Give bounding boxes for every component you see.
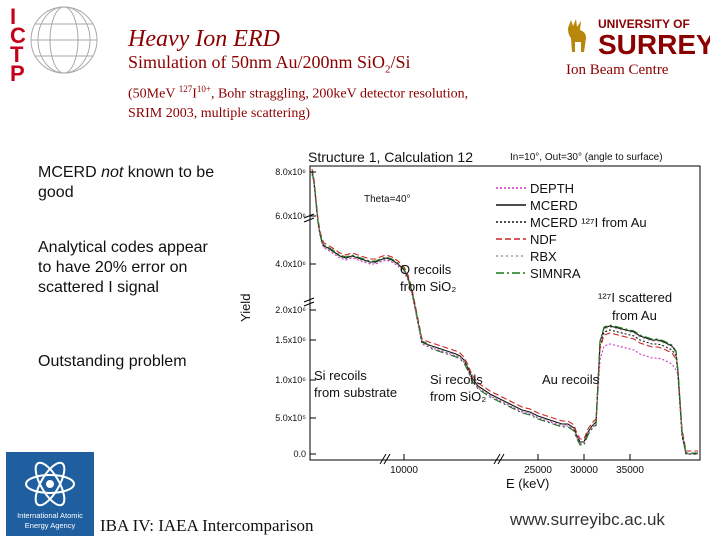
ictp-letter-p: P: [10, 61, 25, 86]
ion-beam-centre: Ion Beam Centre: [566, 62, 669, 78]
label-si-substrate: Si recoils: [314, 368, 367, 383]
y-tick-label: 5.0x10⁵: [275, 413, 306, 423]
slide-subtitle: Simulation of 50nm Au/200nm SiO2/Si: [128, 52, 411, 76]
legend-entry: DEPTH: [530, 181, 574, 196]
spectrum-curves: [311, 168, 698, 455]
surrey-logo: UNIVERSITY OF SURREY: [568, 17, 710, 60]
theta-note: Theta=40°: [364, 194, 411, 205]
plot-frame: [309, 165, 701, 461]
x-tick-label: 10000: [390, 465, 418, 476]
atom-icon: [25, 461, 75, 507]
y-tick-label: 8.0x10⁶: [275, 167, 306, 177]
label-i-scattered-2: from Au: [612, 308, 657, 323]
bullet-1-post: known to be good: [38, 164, 215, 201]
footer-intercomparison: IBA IV: IAEA Intercomparison: [100, 516, 314, 535]
y-tick-label: 6.0x10⁶: [275, 211, 306, 221]
ictp-logo: I C T P: [10, 4, 98, 86]
angle-note: In=10°, Out=30° (angle to surface): [510, 152, 663, 163]
subtitle-main: Simulation of 50nm Au/200nm Si: [128, 52, 373, 72]
series-line-5: [311, 170, 698, 454]
y-tick-label: 1.5x10⁶: [275, 335, 306, 345]
label-o-recoils-2: from SiO₂: [400, 279, 456, 294]
label-o-recoils: O recoils: [400, 262, 452, 277]
label-si-sio2-2: from SiO₂: [430, 389, 486, 404]
region-labels: O recoils from SiO₂ ¹²⁷I scattered from …: [314, 262, 672, 404]
axis-breaks: [303, 213, 505, 465]
y-axis: 0.0 5.0x10⁵ 1.0x10⁶ 1.5x10⁶ 2.0x10⁶ 4.0x10⁶ 6.…: [275, 167, 316, 459]
y-tick-label: 1.0x10⁶: [275, 375, 306, 385]
chart-title: Structure 1, Calculation 12: [308, 149, 473, 165]
stag-icon: [568, 19, 586, 52]
series-line-4: [311, 172, 698, 455]
conditions-line-2: SRIM 2003, multiple scattering): [128, 105, 310, 121]
subtitle-o: O: [372, 52, 386, 72]
university-line2: SURREY: [598, 29, 710, 60]
bullet-1-emphasis: not: [101, 164, 124, 181]
y-tick-label: 0.0: [293, 449, 306, 459]
conditions-line-1: (50MeV 127I10+, Bohr straggling, 200keV …: [128, 80, 548, 104]
chart-legend: DEPTH MCERD MCERD ¹²⁷I from Au NDF RBX SIMNRA: [496, 181, 647, 281]
legend-entry: MCERD: [530, 198, 578, 213]
subtitle-subscript: 2: [385, 63, 391, 76]
series-line-1: [311, 171, 698, 455]
ictp-letter-i: I: [10, 4, 16, 29]
x-tick-label: 30000: [570, 465, 598, 476]
x-tick-label: 25000: [524, 465, 552, 476]
erd-chart: 0.0 5.0x10⁵ 1.0x10⁶ 1.5x10⁶ 2.0x10⁶ 4.0x10⁶ 6.…: [238, 149, 701, 491]
iaea-text-2: Energy Agency: [25, 521, 76, 530]
y-axis-label: Yield: [238, 294, 253, 322]
y-tick-label: 2.0x10⁶: [275, 305, 306, 315]
bullet-analytical: Analytical codes appear to have 20% erro…: [38, 239, 208, 296]
slide-title: Heavy Ion ERD: [128, 26, 280, 52]
x-axis-label: E (keV): [506, 476, 549, 491]
ictp-letter-c: C: [10, 23, 26, 48]
series-line-2: [595, 329, 698, 455]
footer-url[interactable]: www.surreyibc.ac.uk: [510, 510, 665, 529]
label-si-substrate-2: from substrate: [314, 385, 397, 400]
ictp-letter-t: T: [10, 42, 24, 67]
subtitle-end: /Si: [390, 52, 411, 72]
conditions-charge: 10+: [196, 84, 211, 94]
bullet-1-pre: MCERD: [38, 164, 102, 181]
conditions-post: , Bohr straggling, 200keV detector resol…: [210, 86, 469, 102]
series-line-3: [311, 168, 698, 452]
y-tick-label: 4.0x10⁶: [275, 259, 306, 269]
bullet-mcerd: MCERD not known to be good: [38, 163, 228, 203]
conditions-pre: (50MeV: [128, 86, 179, 102]
bullet-outstanding: Outstanding problem: [38, 353, 187, 370]
label-si-sio2: Si recoils: [430, 372, 483, 387]
iaea-text-1: International Atomic: [17, 511, 83, 520]
conditions-ion: I: [192, 86, 197, 102]
legend-entry: RBX: [530, 249, 557, 264]
conditions-mass: 127: [178, 84, 193, 94]
university-line1: UNIVERSITY OF: [598, 17, 690, 31]
simulation-conditions: (50MeV 127I10+, Bohr straggling, 200keV …: [128, 80, 548, 123]
legend-entry: NDF: [530, 232, 557, 247]
legend-entry: MCERD ¹²⁷I from Au: [530, 215, 647, 230]
label-au-recoils: Au recoils: [542, 372, 600, 387]
iaea-logo: International Atomic Energy Agency: [6, 452, 94, 536]
legend-entry: SIMNRA: [530, 266, 581, 281]
x-axis: 10000 25000 30000 35000: [390, 454, 644, 476]
x-tick-label: 35000: [616, 465, 644, 476]
label-i-scattered: ¹²⁷I scattered: [598, 290, 672, 305]
